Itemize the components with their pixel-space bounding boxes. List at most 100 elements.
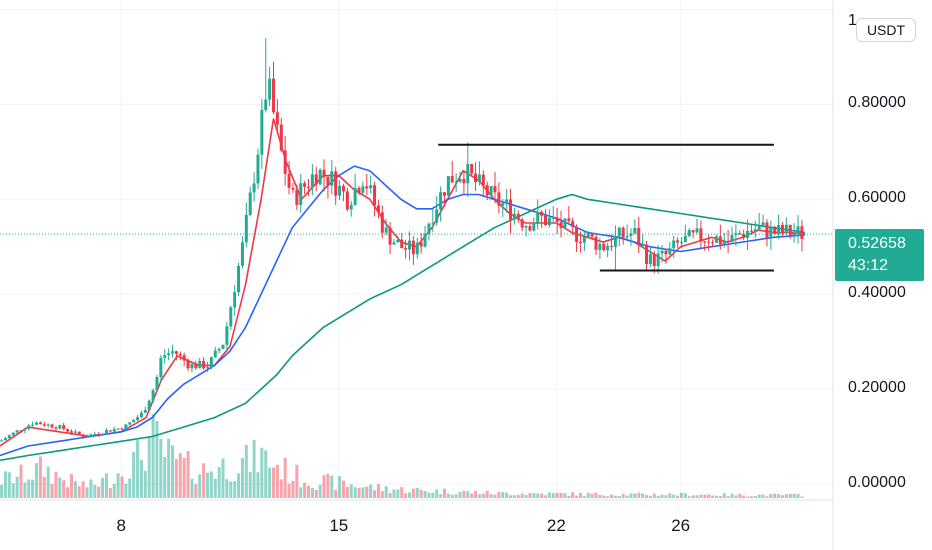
candle-body (489, 186, 493, 196)
candle-body (641, 244, 645, 246)
candle-body (722, 241, 726, 245)
volume-bar (784, 494, 788, 498)
volume-bar (54, 471, 58, 498)
volume-bar (625, 495, 629, 498)
volume-bar (648, 495, 652, 498)
volume-bar (660, 494, 664, 498)
candle-body (470, 163, 474, 174)
candle-body (435, 209, 439, 223)
volume-bar (221, 458, 225, 498)
candle-body (124, 424, 128, 430)
candle-body (497, 192, 501, 206)
volume-bar (104, 473, 108, 498)
candle-body (104, 430, 108, 434)
volume-bar (691, 495, 695, 498)
candle-body (551, 217, 555, 219)
candle-body (780, 225, 784, 234)
candle-body (27, 425, 31, 429)
candle-body (11, 432, 15, 436)
volume-bar (186, 450, 190, 498)
candle-body (213, 350, 217, 358)
candle-body (23, 428, 27, 431)
volume-bar (404, 493, 408, 498)
candle-body (365, 186, 369, 189)
candle-body (42, 424, 46, 426)
volume-bar (77, 486, 81, 498)
grid (0, 0, 833, 500)
volume-bar (567, 495, 571, 498)
candle-body (773, 226, 777, 234)
volume-bar (171, 445, 175, 498)
candle-body (93, 433, 97, 435)
volume-bar (777, 494, 781, 498)
volume-bar (481, 493, 485, 498)
volume-bar (742, 495, 746, 498)
volume-bar (761, 494, 765, 498)
volume-bar (501, 492, 505, 498)
volume-bar (35, 463, 39, 498)
candle-body (171, 351, 175, 354)
volume-bar (38, 456, 42, 498)
candle-body (97, 433, 101, 435)
currency-badge[interactable]: USDT (856, 18, 916, 42)
candle-body (749, 230, 753, 232)
volume-bar (136, 440, 140, 498)
volume-bar (466, 491, 470, 498)
candle-body (58, 425, 62, 429)
candle-body (656, 253, 660, 267)
horizontal-lines (438, 143, 774, 272)
volume-bar (516, 495, 520, 498)
candle-body (648, 254, 652, 264)
volume-bar (474, 490, 478, 498)
y-tick-label: 0.60000 (848, 189, 906, 207)
volume-bar (182, 457, 186, 498)
volume-bar (536, 493, 540, 498)
candle-body (349, 204, 353, 210)
candle-body (46, 424, 50, 426)
moving-average-line (0, 193, 806, 462)
volume-bar (291, 480, 295, 498)
volume-bar (190, 478, 194, 498)
volume-bar (365, 486, 369, 498)
volume-bar (128, 478, 132, 498)
volume-bar (683, 493, 687, 498)
volume-bar (621, 493, 625, 498)
candle-body (466, 163, 470, 184)
candle-body (15, 430, 19, 433)
volume-bar (124, 483, 128, 498)
volume-bar (287, 483, 291, 498)
volume-bar (753, 496, 757, 498)
candle-body (462, 178, 466, 184)
candle-body (380, 212, 384, 233)
candle-body (128, 422, 132, 425)
volume-bar (272, 467, 276, 498)
candle-body (38, 422, 42, 425)
volume-bar (349, 484, 353, 498)
volume-bar (202, 463, 206, 498)
volume-bar (85, 487, 89, 498)
y-tick-label: 0.80000 (848, 94, 906, 112)
volume-bar (108, 487, 112, 498)
candle-body (505, 199, 509, 204)
candle-body (586, 233, 590, 237)
volume-bar (722, 493, 726, 498)
volume-bar (582, 495, 586, 498)
candle-body (279, 124, 283, 151)
volume-bar (633, 493, 637, 498)
candle-body (392, 242, 396, 245)
candle-body (458, 178, 462, 182)
candle-body (509, 199, 513, 220)
candle-body (237, 265, 241, 293)
candle-body (330, 171, 334, 186)
volume-bar (497, 491, 501, 498)
volume-bar (132, 451, 136, 498)
candle-body (209, 357, 213, 368)
volume-bar (373, 490, 377, 498)
candle-body (450, 176, 454, 183)
candle-body (221, 344, 225, 349)
volume-bar (687, 496, 691, 498)
candle-body (411, 240, 415, 255)
candle-body (703, 241, 707, 243)
volume-bar (322, 475, 326, 498)
